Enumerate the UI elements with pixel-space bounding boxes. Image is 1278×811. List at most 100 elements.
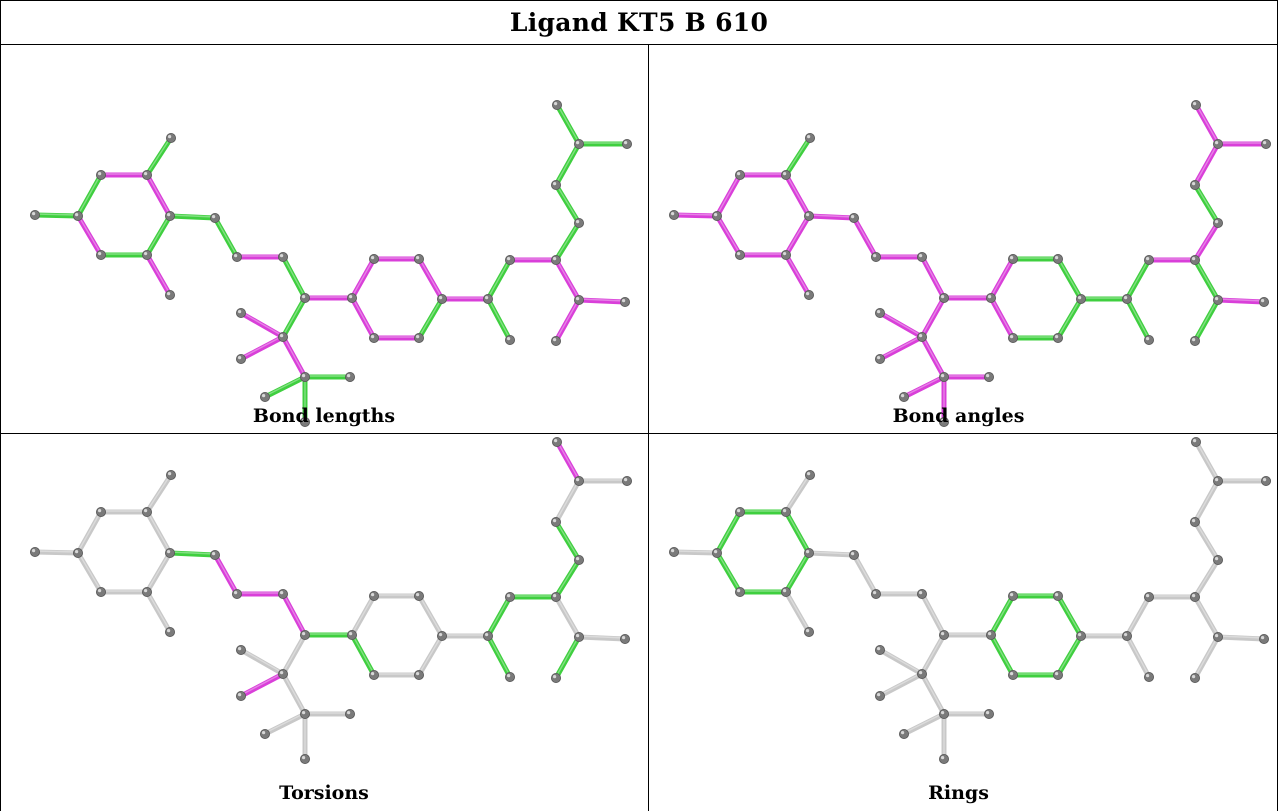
atom-highlight: [371, 256, 375, 260]
bond: [783, 252, 812, 298]
atom: [574, 139, 585, 150]
bond-highlight: [785, 136, 811, 175]
bond-highlight: [921, 335, 945, 377]
bond: [783, 589, 812, 635]
atom: [735, 170, 746, 181]
bond-highlight: [578, 635, 626, 639]
bond: [262, 374, 308, 400]
atom-highlight: [1010, 256, 1014, 260]
bond-highlight: [1126, 297, 1150, 340]
atom-highlight: [238, 693, 242, 697]
atom: [299, 292, 310, 303]
bond-highlight: [146, 510, 171, 553]
bond-highlight: [555, 298, 580, 341]
bond: [1055, 633, 1084, 678]
atom-highlight: [554, 102, 558, 106]
atom-highlight: [167, 213, 171, 217]
bond: [280, 591, 308, 638]
bond-highlight: [240, 311, 284, 337]
atom-highlight: [919, 671, 923, 675]
bond: [167, 550, 218, 558]
atom-highlight: [1263, 478, 1267, 482]
bond-highlight: [990, 257, 1014, 298]
atom: [299, 371, 310, 382]
atom-highlight: [31, 549, 36, 553]
atom: [141, 586, 152, 597]
bond-highlight: [555, 558, 580, 597]
atom: [73, 548, 84, 559]
bond: [1192, 478, 1221, 525]
atom-highlight: [1055, 256, 1059, 260]
atom-highlight: [737, 252, 741, 256]
bond-highlight: [214, 216, 238, 257]
bond: [238, 647, 286, 677]
bond: [32, 549, 81, 556]
atom-highlight: [988, 632, 992, 636]
atom-highlight: [783, 509, 787, 513]
atom: [985, 292, 996, 303]
atom-highlight: [439, 296, 443, 300]
bond-highlight: [555, 520, 580, 560]
atom: [1052, 590, 1063, 601]
atom-highlight: [919, 254, 923, 258]
bond-highlight: [1057, 594, 1082, 636]
bond: [553, 519, 582, 563]
molecule-diagram: [29, 436, 633, 764]
atom: [277, 251, 288, 262]
atom-highlight: [349, 632, 353, 636]
atom: [299, 629, 310, 640]
atom-highlight: [576, 557, 580, 561]
atom: [1052, 332, 1063, 343]
bond: [877, 671, 925, 699]
bond-highlight: [240, 335, 284, 359]
bond-highlight: [1194, 221, 1219, 260]
bond-highlight: [77, 173, 102, 216]
atom-highlight: [988, 295, 992, 299]
bond-highlight: [578, 298, 626, 302]
bond-highlight: [418, 594, 443, 636]
bond: [851, 215, 879, 260]
bond: [553, 634, 582, 681]
bond-highlight: [785, 510, 810, 553]
atom: [551, 517, 562, 528]
atom-highlight: [371, 335, 375, 339]
bond: [416, 296, 445, 341]
atom: [346, 292, 357, 303]
bond-highlight: [1194, 298, 1219, 341]
atom-highlight: [737, 589, 741, 593]
atom-highlight: [1192, 257, 1196, 261]
atom: [164, 626, 175, 637]
atom-highlight: [416, 593, 420, 597]
bond: [919, 254, 947, 301]
atom: [983, 708, 994, 719]
bond: [1124, 594, 1152, 639]
atom-highlight: [280, 254, 284, 258]
bond: [553, 257, 582, 303]
panel-torsions: Torsions: [0, 425, 648, 811]
bond: [485, 594, 513, 639]
atom-highlight: [714, 550, 718, 554]
atom-highlight: [553, 257, 557, 261]
atom-highlight: [941, 295, 945, 299]
atom-highlight: [553, 182, 557, 186]
bond: [280, 254, 308, 301]
atom-highlight: [302, 419, 306, 423]
atom: [1143, 591, 1154, 602]
bond-highlight: [556, 103, 580, 144]
atom-highlight: [1215, 297, 1219, 301]
bond-highlight: [418, 297, 443, 338]
atom: [1075, 293, 1086, 304]
atom-highlight: [901, 731, 905, 735]
bond: [919, 295, 947, 340]
bond-highlight: [282, 335, 306, 377]
bond-highlight: [879, 672, 923, 696]
atom-highlight: [576, 141, 580, 145]
atom: [96, 507, 107, 518]
atom: [235, 307, 246, 318]
bond-highlight: [853, 553, 877, 594]
atom-highlight: [1192, 338, 1196, 342]
atom: [780, 249, 791, 260]
atom-highlight: [1124, 296, 1128, 300]
bond: [144, 509, 173, 556]
